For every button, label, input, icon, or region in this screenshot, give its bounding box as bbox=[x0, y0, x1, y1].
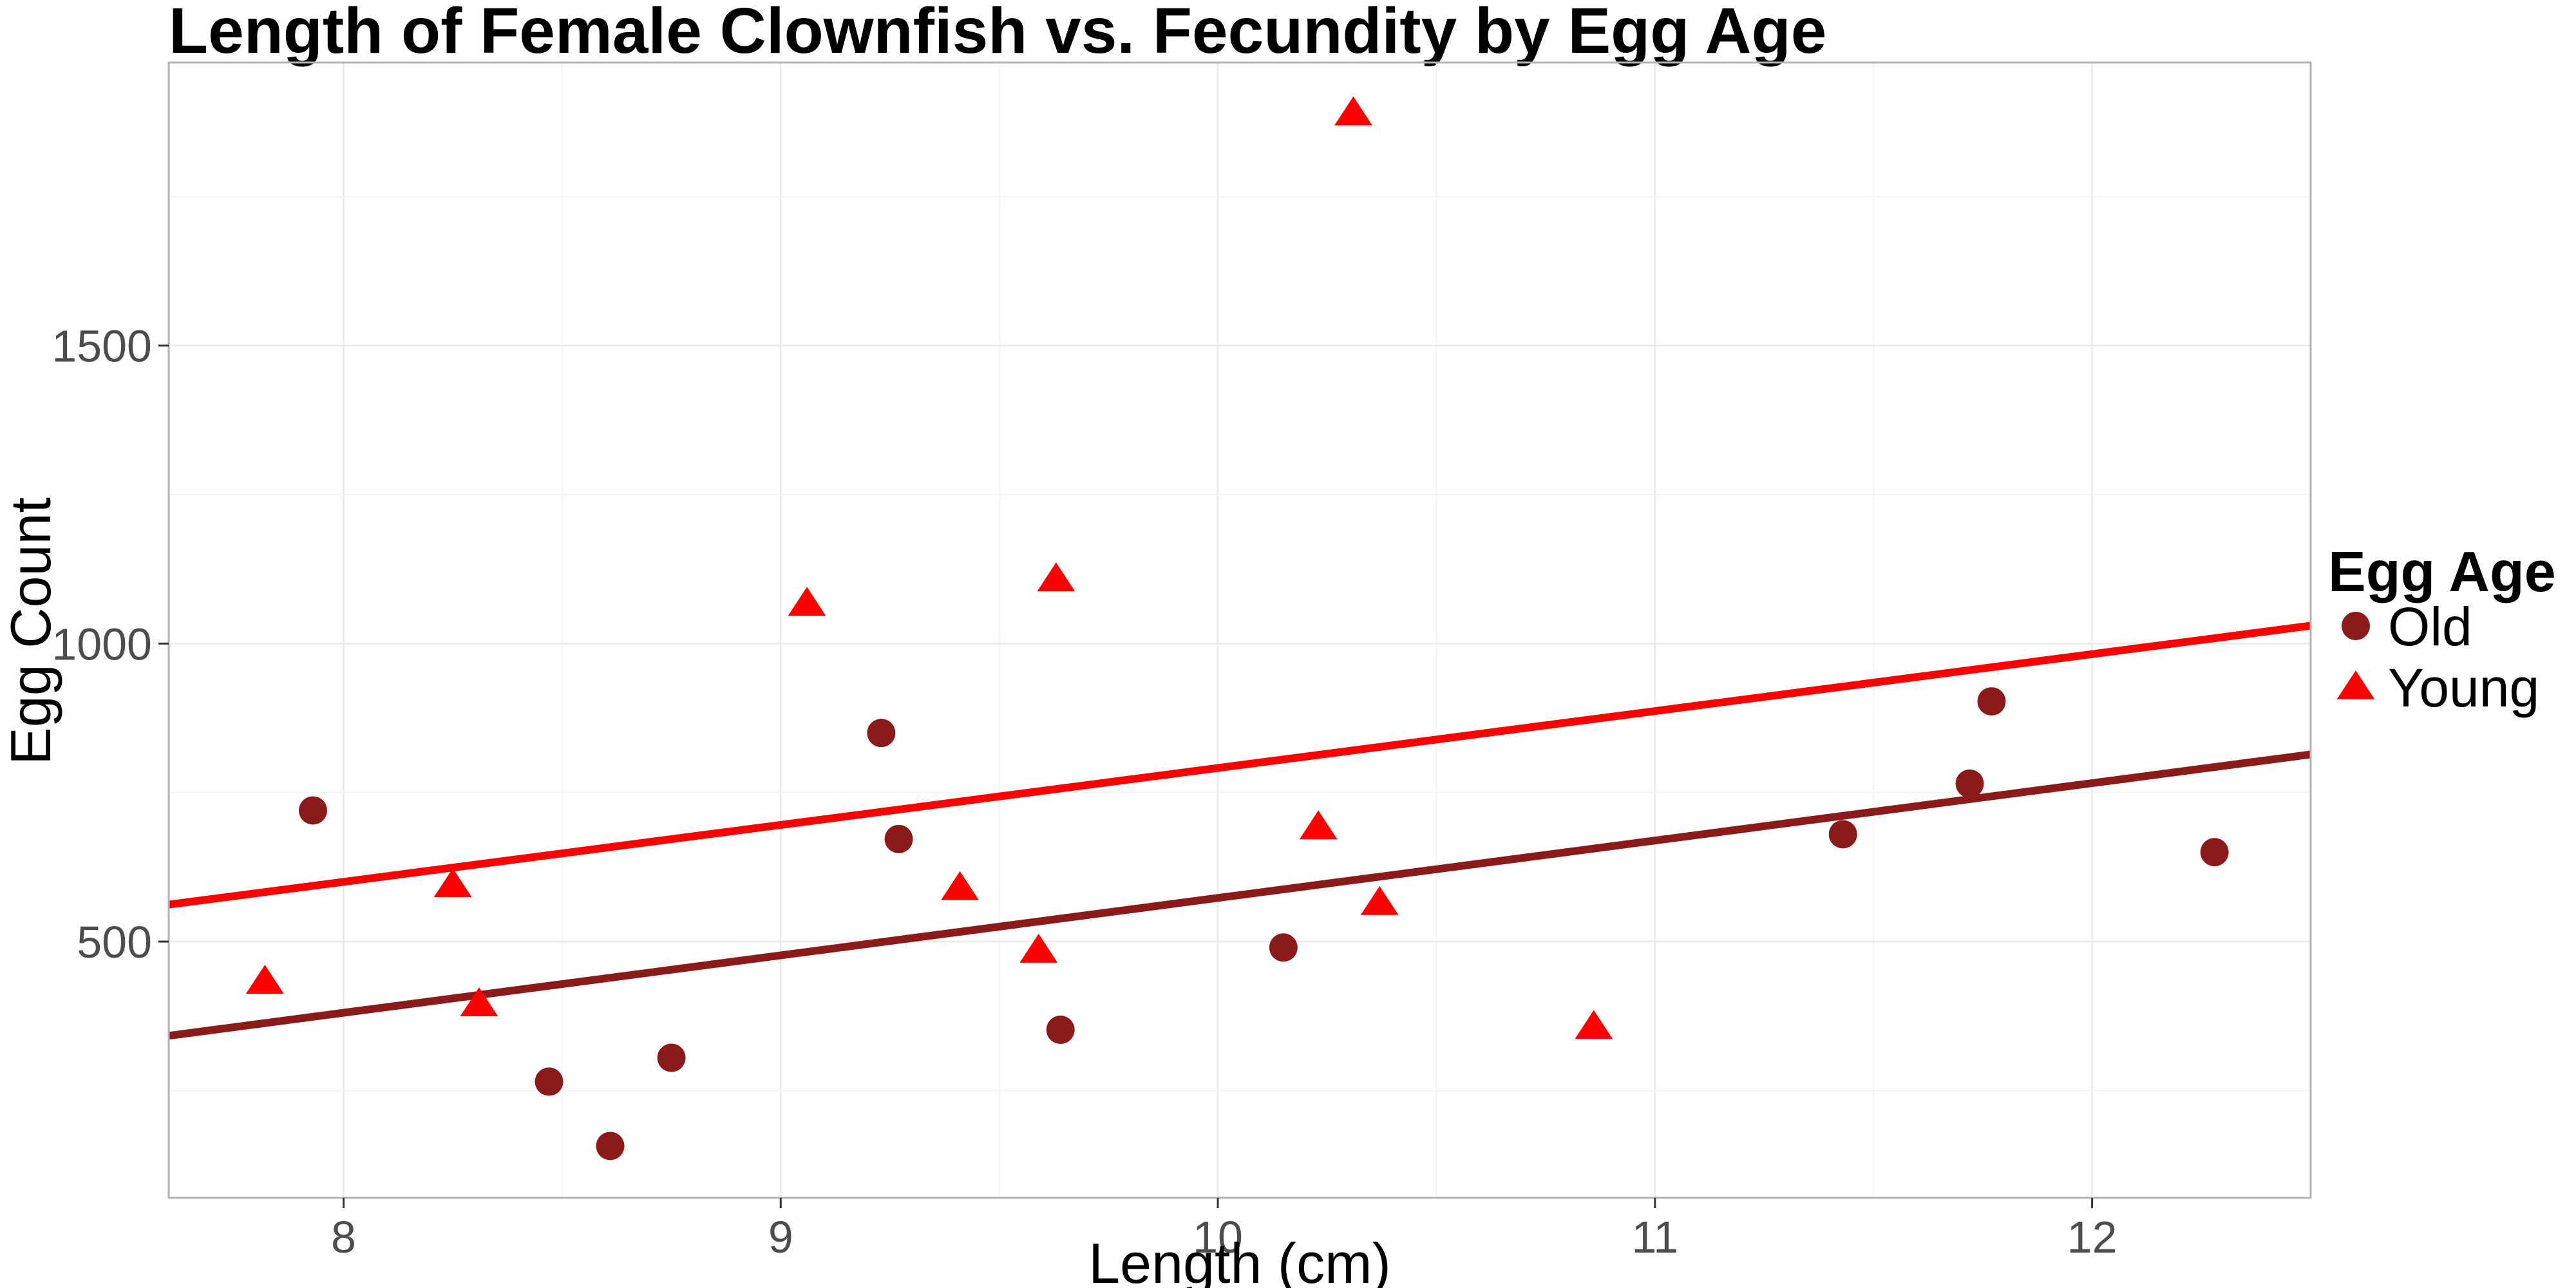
x-tick-label: 12 bbox=[2067, 1212, 2117, 1262]
chart-title: Length of Female Clownfish vs. Fecundity… bbox=[169, 0, 1826, 67]
legend-key-circle-icon bbox=[2342, 612, 2370, 640]
legend-item-young: Young bbox=[2336, 658, 2539, 718]
x-tick-label: 8 bbox=[331, 1212, 356, 1262]
point-young bbox=[788, 587, 826, 616]
point-young bbox=[1575, 1010, 1613, 1039]
point-young bbox=[1334, 96, 1372, 126]
x-axis-ticks: 8 9 10 11 12 bbox=[331, 1198, 2117, 1262]
point-old bbox=[535, 1067, 564, 1096]
trend-line-old bbox=[168, 750, 2311, 1040]
legend-key-triangle-icon bbox=[2336, 670, 2375, 699]
plot-panel-border bbox=[167, 61, 2312, 1199]
point-young bbox=[433, 868, 472, 898]
y-axis-ticks: 500 1000 1500 bbox=[52, 321, 169, 967]
point-old bbox=[1955, 769, 1984, 798]
point-old bbox=[1828, 820, 1857, 849]
legend-item-old: Old bbox=[2342, 596, 2472, 657]
x-tick-label: 9 bbox=[768, 1212, 793, 1262]
x-tick-label: 10 bbox=[1193, 1212, 1243, 1262]
trend-lines bbox=[168, 621, 2311, 1040]
x-tick-label: 11 bbox=[1632, 1212, 1679, 1262]
grid bbox=[169, 62, 2311, 1198]
x-axis-title: Length (cm) bbox=[1088, 1231, 1391, 1288]
point-young bbox=[1360, 886, 1399, 915]
point-old bbox=[298, 796, 327, 825]
point-old bbox=[657, 1043, 686, 1072]
point-old bbox=[1269, 933, 1298, 962]
data-points bbox=[245, 96, 2229, 1160]
legend-label: Young bbox=[2388, 658, 2539, 718]
point-young bbox=[460, 987, 498, 1017]
point-young bbox=[941, 871, 979, 900]
point-young bbox=[1019, 933, 1058, 963]
point-young bbox=[1037, 562, 1075, 592]
point-old bbox=[2200, 838, 2229, 867]
legend-title: Egg Age bbox=[2328, 540, 2556, 603]
y-tick-label: 1000 bbox=[52, 619, 152, 669]
point-old bbox=[596, 1132, 625, 1160]
point-young bbox=[1299, 810, 1338, 840]
trend-line-young bbox=[168, 621, 2311, 909]
point-old bbox=[884, 824, 913, 853]
point-old bbox=[1977, 687, 2006, 716]
point-old bbox=[867, 719, 896, 748]
legend-label: Old bbox=[2388, 596, 2472, 657]
y-tick-label: 500 bbox=[77, 917, 152, 967]
point-young bbox=[245, 965, 284, 994]
y-axis-title: Egg Count bbox=[0, 497, 62, 765]
y-tick-label: 1500 bbox=[52, 321, 152, 372]
point-old bbox=[1046, 1016, 1075, 1045]
